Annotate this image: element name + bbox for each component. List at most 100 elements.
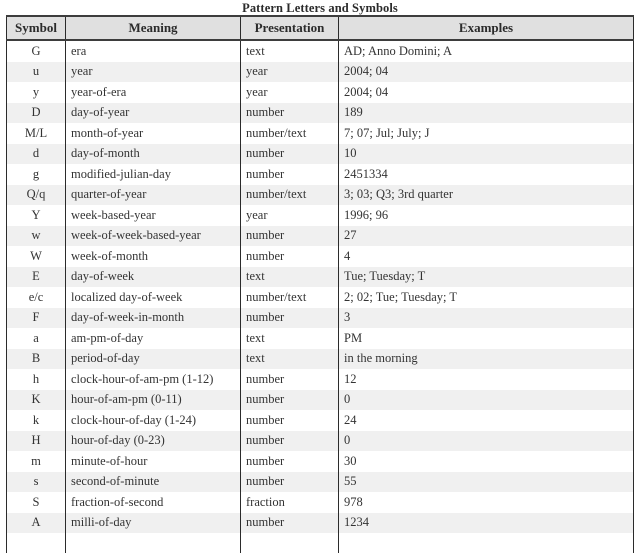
symbol-cell: K [6,389,66,410]
presentation-cell: number/text [240,184,339,205]
symbol-cell: y [6,82,66,103]
examples-cell: AD; Anno Domini; A [338,40,634,62]
symbol-cell: h [6,369,66,390]
examples-cell: 12 [338,369,634,390]
examples-cell: 2004; 04 [338,82,634,103]
examples-cell: 0 [338,389,634,410]
symbol-cell: E [6,266,66,287]
table-row: w week-of-week-based-year number 27 [6,225,634,246]
table-row: g modified-julian-day number 2451334 [6,164,634,185]
examples-cell: 978 [338,492,634,513]
symbol-cell: Q/q [6,184,66,205]
meaning-cell: week-of-month [65,246,241,267]
examples-cell: 4 [338,246,634,267]
examples-cell: 2451334 [338,164,634,185]
presentation-cell: number/text [240,123,339,144]
symbol-cell: F [6,307,66,328]
symbol-cell: m [6,451,66,472]
column-header-examples: Examples [338,15,634,41]
meaning-cell: day-of-month [65,143,241,164]
examples-cell: 3; 03; Q3; 3rd quarter [338,184,634,205]
column-header-presentation: Presentation [240,15,339,41]
table-row: s second-of-minute number 55 [6,471,634,492]
symbol-cell: S [6,492,66,513]
presentation-cell: text [240,348,339,369]
symbol-cell: d [6,143,66,164]
meaning-cell: era [65,40,241,62]
symbol-cell: u [6,61,66,82]
examples-cell: 55 [338,471,634,492]
presentation-cell: number [240,389,339,410]
presentation-cell: year [240,205,339,226]
examples-cell: 24 [338,410,634,431]
meaning-cell: fraction-of-second [65,492,241,513]
examples-cell: 7; 07; Jul; July; J [338,123,634,144]
meaning-cell: year [65,61,241,82]
presentation-cell: fraction [240,492,339,513]
presentation-cell: number [240,451,339,472]
presentation-cell: number [240,512,339,533]
symbol-cell: k [6,410,66,431]
presentation-cell: year [240,61,339,82]
meaning-cell [65,533,241,553]
examples-cell: 3 [338,307,634,328]
table-row: m minute-of-hour number 30 [6,451,634,472]
symbol-cell: D [6,102,66,123]
meaning-cell: clock-hour-of-am-pm (1-12) [65,369,241,390]
examples-cell: 30 [338,451,634,472]
meaning-cell: hour-of-am-pm (0-11) [65,389,241,410]
symbol-cell: w [6,225,66,246]
presentation-cell: year [240,82,339,103]
meaning-cell: week-of-week-based-year [65,225,241,246]
table-row: a am-pm-of-day text PM [6,328,634,349]
meaning-cell: year-of-era [65,82,241,103]
meaning-cell: day-of-year [65,102,241,123]
presentation-cell: number [240,246,339,267]
meaning-cell: hour-of-day (0-23) [65,430,241,451]
page-title: Pattern Letters and Symbols [242,1,398,15]
table-row-cropped [6,533,634,553]
presentation-cell: text [240,266,339,287]
meaning-cell: am-pm-of-day [65,328,241,349]
examples-cell: 0 [338,430,634,451]
symbol-cell: Y [6,205,66,226]
examples-cell: 1234 [338,512,634,533]
symbol-cell [6,533,66,553]
symbol-cell: e/c [6,287,66,308]
column-header-meaning: Meaning [65,15,241,41]
meaning-cell: localized day-of-week [65,287,241,308]
presentation-cell: text [240,40,339,62]
meaning-cell: week-based-year [65,205,241,226]
symbol-cell: g [6,164,66,185]
column-header-symbol: Symbol [6,15,66,41]
presentation-cell: text [240,328,339,349]
symbol-cell: a [6,328,66,349]
symbol-cell: s [6,471,66,492]
presentation-cell: number [240,143,339,164]
examples-cell: 10 [338,143,634,164]
examples-cell: in the morning [338,348,634,369]
examples-cell: 27 [338,225,634,246]
meaning-cell: modified-julian-day [65,164,241,185]
symbol-cell: W [6,246,66,267]
meaning-cell: month-of-year [65,123,241,144]
symbol-cell: H [6,430,66,451]
table-row: h clock-hour-of-am-pm (1-12) number 12 [6,369,634,390]
meaning-cell: minute-of-hour [65,451,241,472]
presentation-cell: number [240,430,339,451]
presentation-cell: number [240,471,339,492]
presentation-cell: number [240,369,339,390]
symbol-cell: A [6,512,66,533]
presentation-cell: number [240,164,339,185]
examples-cell: 2; 02; Tue; Tuesday; T [338,287,634,308]
presentation-cell: number/text [240,287,339,308]
meaning-cell: second-of-minute [65,471,241,492]
